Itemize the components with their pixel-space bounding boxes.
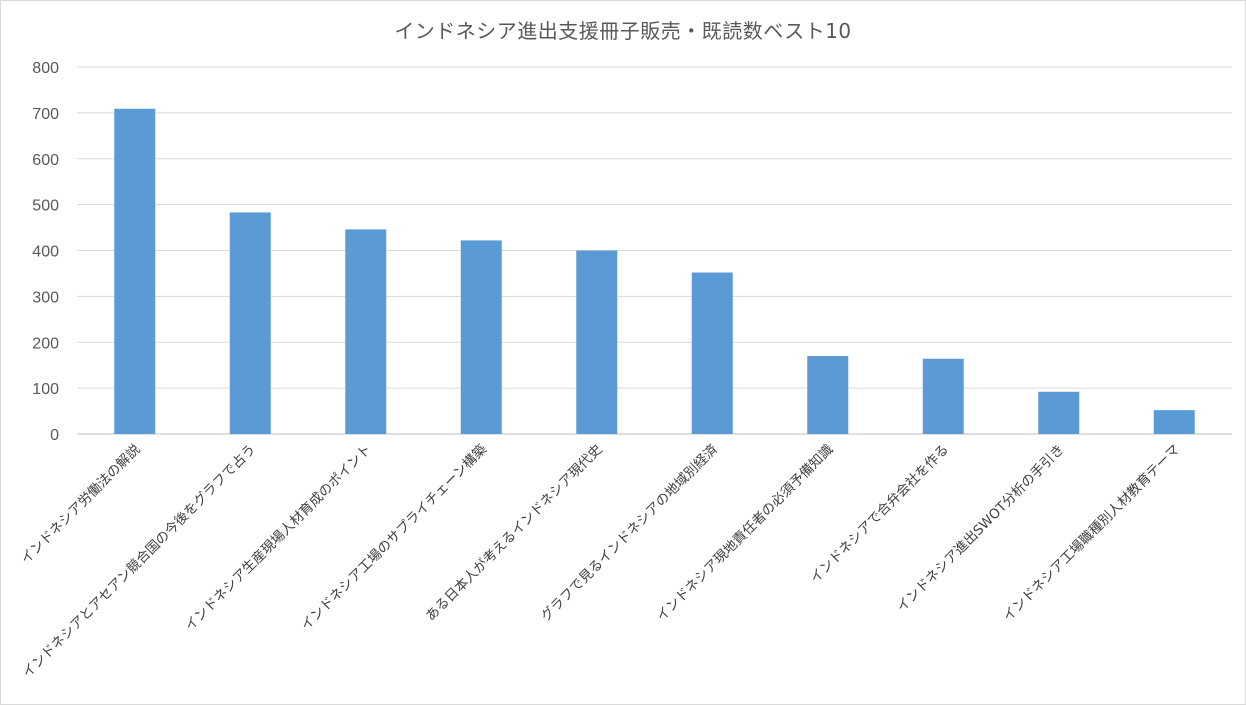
bar <box>460 240 502 434</box>
bars <box>114 108 1195 434</box>
bar <box>691 272 733 434</box>
y-tick-label: 200 <box>32 335 59 352</box>
chart-title: インドネシア進出支援冊子販売・既読数ベスト10 <box>394 19 852 43</box>
y-tick-label: 500 <box>32 198 59 215</box>
x-category-label: インドネシア現地責任者の必須予備知識 <box>653 441 837 625</box>
bar <box>114 108 156 434</box>
x-category-label: インドネシア労働法の解説 <box>18 442 144 568</box>
bar <box>807 356 849 434</box>
bar <box>1153 410 1195 434</box>
y-tick-label: 700 <box>32 106 59 123</box>
y-tick-label: 300 <box>32 289 59 306</box>
x-axis-labels: インドネシア労働法の解説インドネシアとアセアン競合国の今後をグラフで占うインドネ… <box>18 441 1183 681</box>
x-category-label: グラフで見るインドネシアの地域別経済 <box>538 441 721 624</box>
y-axis-ticks: 0 100 200 300 400 500 600 700 800 <box>32 60 59 444</box>
y-tick-label: 100 <box>32 381 59 398</box>
x-category-label: ある日本人が考えるインドネシア現代史 <box>423 441 606 624</box>
bar <box>345 229 387 434</box>
x-category-label: インドネシアで合弁会社を作る <box>807 442 952 587</box>
y-tick-label: 800 <box>32 60 59 77</box>
y-tick-label: 600 <box>32 152 59 169</box>
bar <box>229 212 271 434</box>
x-category-label: インドネシア生産現場人材育成のポイント <box>182 442 375 635</box>
x-category-label: インドネシア工場のサプライチェーン構築 <box>298 441 491 634</box>
y-tick-label: 0 <box>50 427 59 444</box>
bar <box>922 358 964 434</box>
bar <box>576 250 618 434</box>
bar <box>1038 391 1080 434</box>
y-tick-label: 400 <box>32 244 59 261</box>
x-category-label: インドネシアとアセアン競合国の今後をグラフで占う <box>19 442 259 682</box>
